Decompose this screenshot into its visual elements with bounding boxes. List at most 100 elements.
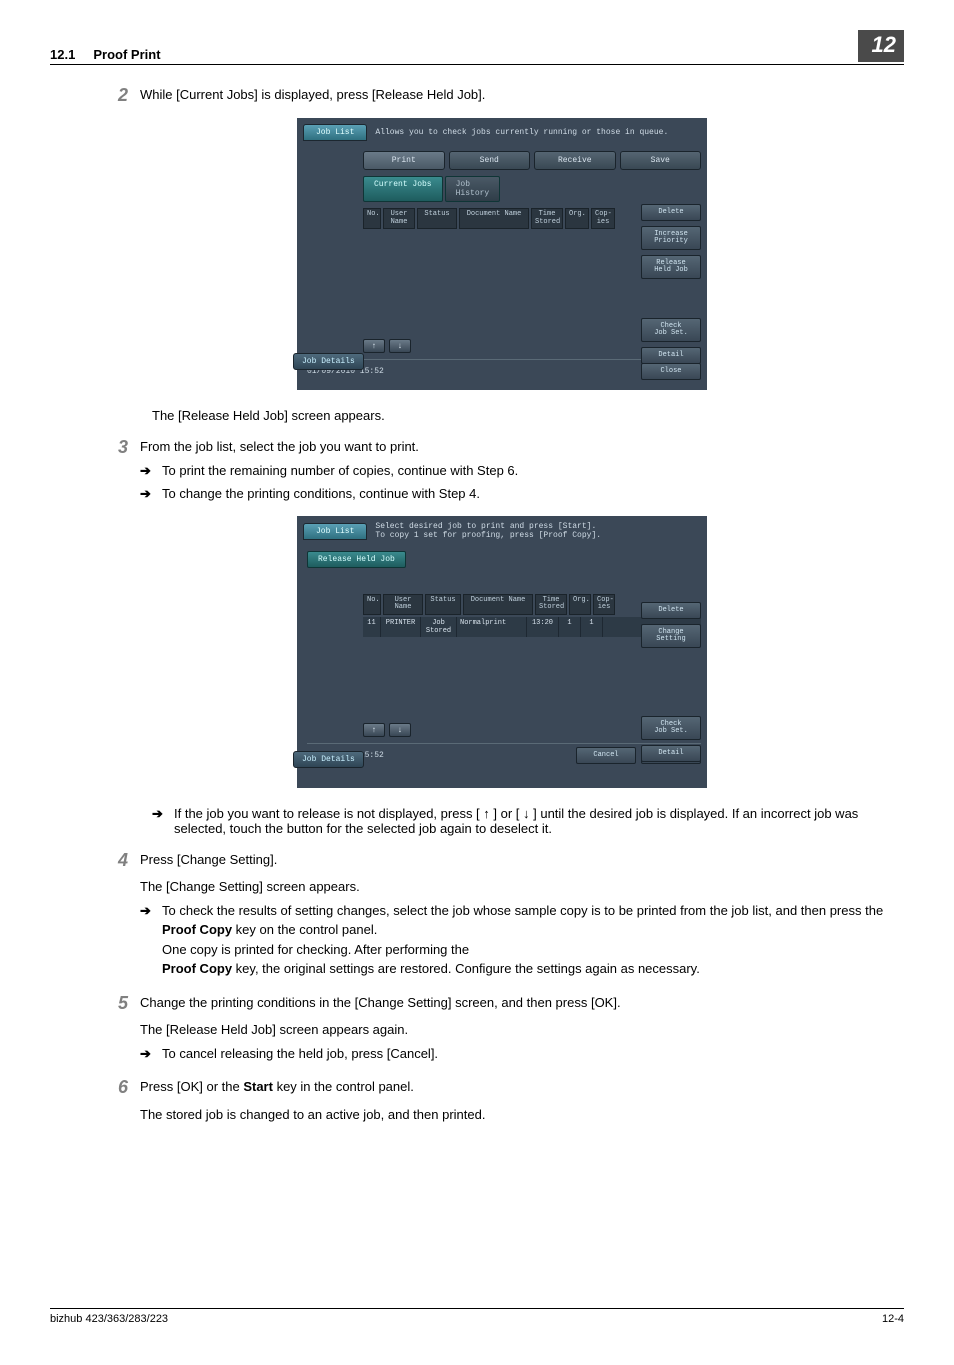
arrow-icon: ➔ xyxy=(152,806,174,836)
release-held-job-subtab[interactable]: Release Held Job xyxy=(307,551,406,568)
bold-txt: Proof Copy xyxy=(162,922,232,937)
step5-arrow1: ➔ To cancel releasing the held job, pres… xyxy=(140,1044,894,1064)
change-setting-button[interactable]: Change Setting xyxy=(641,624,701,648)
tab-send[interactable]: Send xyxy=(449,151,531,170)
footer-left: bizhub 423/363/283/223 xyxy=(50,1313,168,1325)
subtab-history[interactable]: Job History xyxy=(445,176,501,202)
sub-tabs: Current Jobs Job History xyxy=(363,176,701,202)
col-status: Status xyxy=(425,594,461,615)
step-body: From the job list, select the job you wa… xyxy=(140,437,894,504)
main-tabs: Print Send Receive Save xyxy=(363,151,701,170)
step6-after: The stored job is changed to an active j… xyxy=(140,1105,894,1125)
detail-button[interactable]: Detail xyxy=(641,745,701,762)
col-no: No. xyxy=(363,208,381,229)
step-3: 3 From the job list, select the job you … xyxy=(110,437,894,504)
panel-message: Select desired job to print and press [S… xyxy=(375,522,601,541)
step2-after: The [Release Held Job] screen appears. xyxy=(152,408,894,423)
col-user: User Name xyxy=(383,208,415,229)
step-6: 6 Press [OK] or the Start key in the con… xyxy=(110,1077,894,1128)
step-body: Press [Change Setting]. The [Change Sett… xyxy=(140,850,894,979)
arrow-text: If the job you want to release is not di… xyxy=(174,806,894,836)
tab-save[interactable]: Save xyxy=(620,151,702,170)
footer-right: 12-4 xyxy=(882,1313,904,1325)
col-time: Time Stored xyxy=(531,208,563,229)
bold-txt: Proof Copy xyxy=(162,961,232,976)
arrow-up-button[interactable]: ↑ xyxy=(363,723,385,737)
arrow-text: To print the remaining number of copies,… xyxy=(162,461,894,481)
cancel-button[interactable]: Cancel xyxy=(576,747,636,764)
chapter-number: 12 xyxy=(858,30,904,62)
col-status: Status xyxy=(417,208,457,229)
step-num: 6 xyxy=(110,1077,140,1128)
detail-button[interactable]: Detail xyxy=(641,347,701,364)
increase-priority-button[interactable]: Increase Priority xyxy=(641,226,701,250)
tab-print[interactable]: Print xyxy=(363,151,445,170)
side-buttons-top: Delete Increase Priority Release Held Jo… xyxy=(641,204,701,279)
delete-button[interactable]: Delete xyxy=(641,602,701,619)
bold-txt: Start xyxy=(243,1079,273,1094)
step4-arrow1: ➔ To check the results of setting change… xyxy=(140,901,894,979)
page-footer: bizhub 423/363/283/223 12-4 xyxy=(50,1308,904,1325)
col-org: Org. xyxy=(569,594,591,615)
subtab-current[interactable]: Current Jobs xyxy=(363,176,443,202)
arrow-icon: ➔ xyxy=(140,484,162,504)
tab-receive[interactable]: Receive xyxy=(534,151,616,170)
close-button[interactable]: Close xyxy=(641,363,701,380)
arrow-up-button[interactable]: ↑ xyxy=(363,339,385,353)
job-details-tab[interactable]: Job Details xyxy=(293,353,364,370)
printer-panel-1: Job List Allows you to check jobs curren… xyxy=(297,118,707,390)
job-details-tab[interactable]: Job Details xyxy=(293,751,364,768)
col-cop: Cop- ies xyxy=(593,594,615,615)
step4-text: Press [Change Setting]. xyxy=(140,850,894,870)
page-header: 12.1 Proof Print 12 xyxy=(50,30,904,65)
arrow-down-button[interactable]: ↓ xyxy=(389,723,411,737)
txt: key in the control panel. xyxy=(273,1079,414,1094)
arrow-icon: ➔ xyxy=(140,1044,162,1064)
delete-button[interactable]: Delete xyxy=(641,204,701,221)
arrow-text: To cancel releasing the held job, press … xyxy=(162,1044,894,1064)
header-left: 12.1 Proof Print xyxy=(50,47,161,62)
check-job-set-button[interactable]: Check Job Set. xyxy=(641,716,701,740)
check-job-set-button[interactable]: Check Job Set. xyxy=(641,318,701,342)
side-buttons-bottom: Check Job Set. Detail xyxy=(641,716,701,762)
step4-after: The [Change Setting] screen appears. xyxy=(140,877,894,897)
step-body: While [Current Jobs] is displayed, press… xyxy=(140,85,894,106)
step-num: 4 xyxy=(110,850,140,979)
job-list-tab[interactable]: Job List xyxy=(303,124,367,141)
col-org: Org. xyxy=(565,208,589,229)
job-list-tab[interactable]: Job List xyxy=(303,523,367,540)
section-title: Proof Print xyxy=(93,47,160,62)
step5-text: Change the printing conditions in the [C… xyxy=(140,993,894,1013)
step5-after: The [Release Held Job] screen appears ag… xyxy=(140,1020,894,1040)
step3-arrow3: ➔ If the job you want to release is not … xyxy=(152,806,894,836)
step3-text: From the job list, select the job you wa… xyxy=(140,437,894,457)
cell-doc: Normalprint xyxy=(457,617,527,637)
section-num: 12.1 xyxy=(50,47,75,62)
arrow-icon: ➔ xyxy=(140,461,162,481)
printer-panel-2: Job List Select desired job to print and… xyxy=(297,516,707,788)
cell-org: 1 xyxy=(559,617,581,637)
side-buttons-bottom: Check Job Set. Detail xyxy=(641,318,701,364)
col-time: Time Stored xyxy=(535,594,567,615)
cell-cop: 1 xyxy=(581,617,603,637)
step-body: Change the printing conditions in the [C… xyxy=(140,993,894,1064)
cell-status: Job Stored xyxy=(421,617,457,637)
txt: To check the results of setting changes,… xyxy=(162,903,883,918)
arrow-text: To change the printing conditions, conti… xyxy=(162,484,894,504)
screenshot-1: Job List Allows you to check jobs curren… xyxy=(110,118,894,390)
step3-after-arrows: ➔ If the job you want to release is not … xyxy=(152,806,894,836)
txt: Press [OK] or the xyxy=(140,1079,243,1094)
step-5: 5 Change the printing conditions in the … xyxy=(110,993,894,1064)
step-num: 3 xyxy=(110,437,140,504)
col-doc: Document Name xyxy=(459,208,529,229)
arrow-icon: ➔ xyxy=(140,901,162,979)
side-buttons-top: Delete Change Setting xyxy=(641,602,701,648)
arrow-text: To check the results of setting changes,… xyxy=(162,901,894,979)
cell-time: 13:20 xyxy=(527,617,559,637)
arrow-down-button[interactable]: ↓ xyxy=(389,339,411,353)
txt: key, the original settings are restored.… xyxy=(232,961,700,976)
release-held-job-button[interactable]: Release Held Job xyxy=(641,255,701,279)
col-doc: Document Name xyxy=(463,594,533,615)
step-num: 2 xyxy=(110,85,140,106)
step3-arrow2: ➔ To change the printing conditions, con… xyxy=(140,484,894,504)
